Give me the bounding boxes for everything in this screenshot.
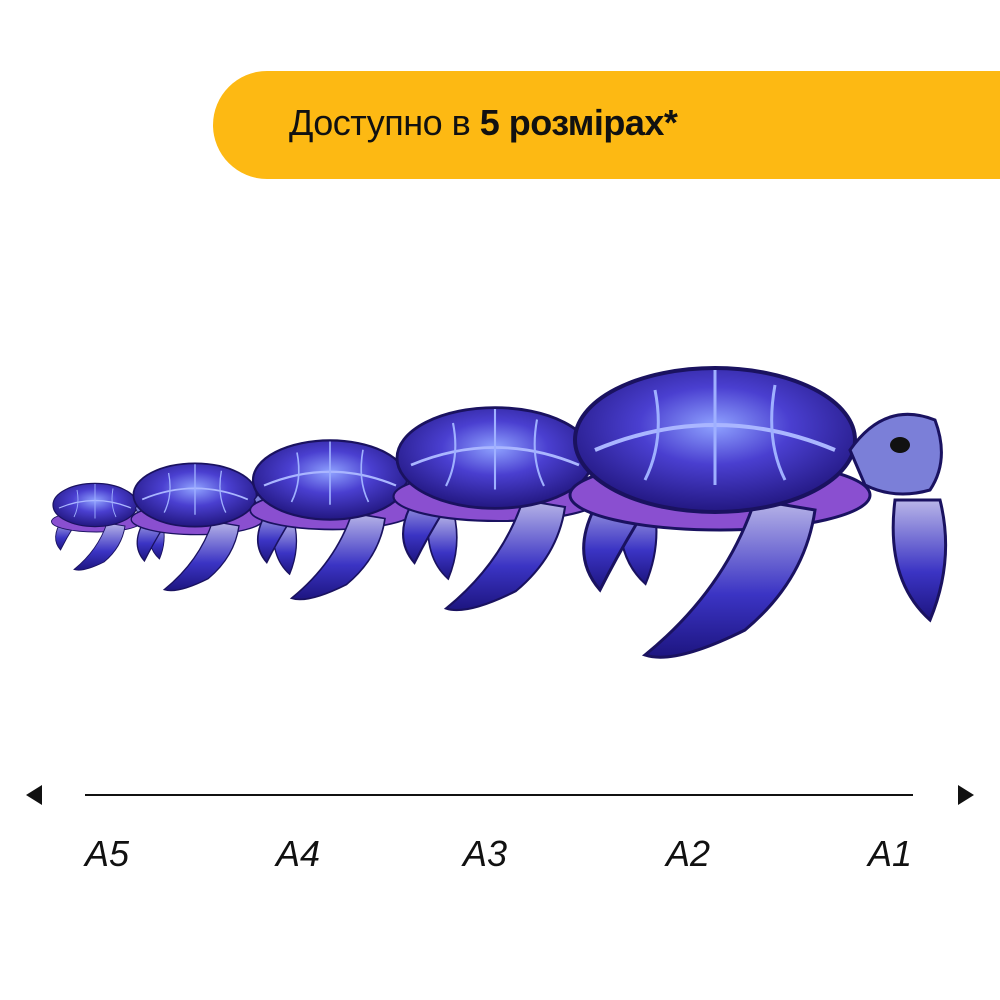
size-scale-line — [85, 794, 913, 796]
size-label-a2: A2 — [666, 833, 711, 874]
headline-bold: 5 розмірах* — [479, 102, 678, 143]
arrow-left-icon — [26, 785, 42, 805]
turtle-puzzle-illustration — [50, 366, 948, 660]
size-label-a5: A5 — [85, 833, 130, 874]
arrow-right-icon — [958, 785, 974, 805]
headline-text: Доступно в 5 розмірах* — [289, 102, 678, 144]
size-label-a3: A3 — [463, 833, 508, 874]
turtle-a1 — [568, 366, 948, 660]
size-label-a4: A4 — [276, 833, 321, 874]
headline-regular: Доступно в — [289, 102, 480, 143]
size-label-a1: A1 — [868, 833, 913, 874]
headline-banner: Доступно в 5 розмірах* — [213, 71, 1000, 179]
